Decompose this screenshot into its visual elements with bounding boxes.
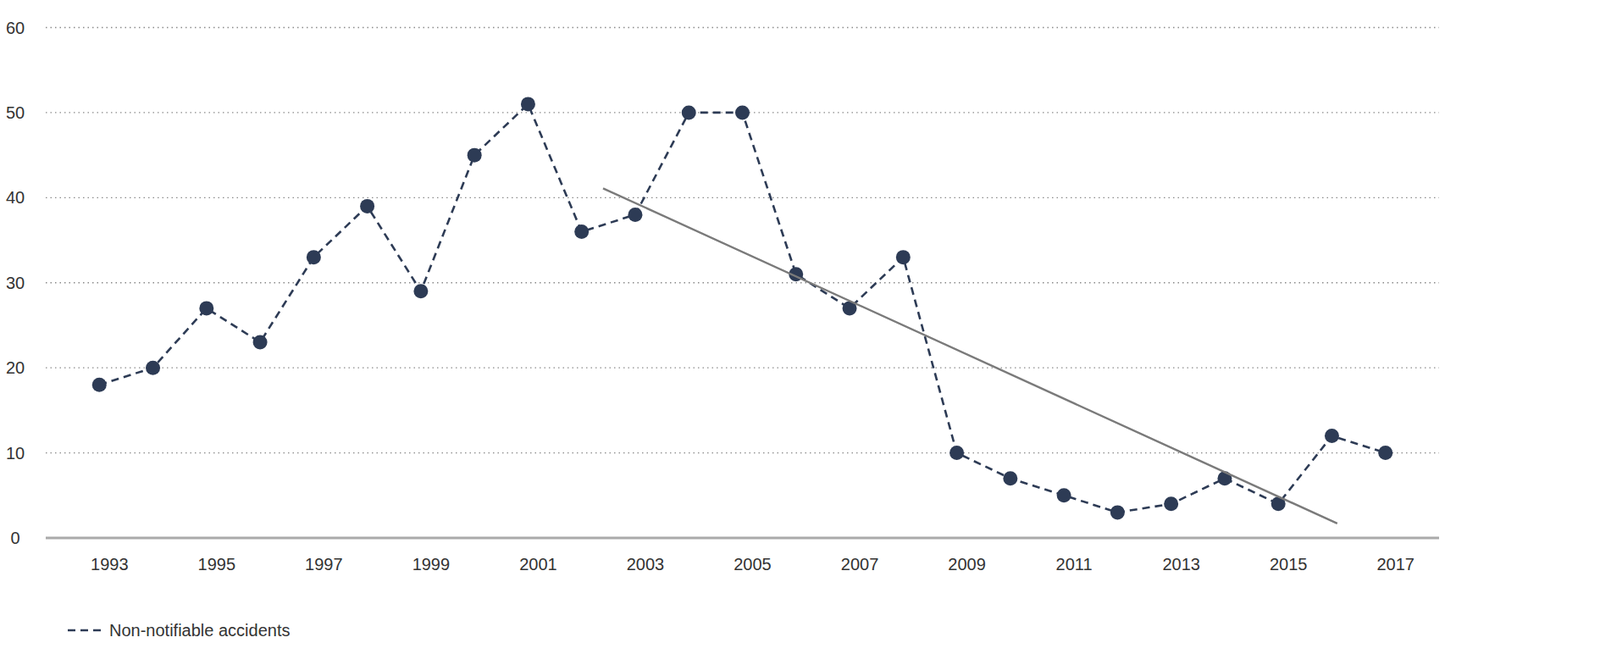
point-marker [413, 283, 428, 299]
point-marker [627, 207, 643, 222]
point-marker [359, 199, 375, 214]
legend-swatch [67, 629, 102, 632]
point-marker [520, 96, 536, 111]
y-tick-label: 10 [5, 443, 25, 463]
point-marker [1057, 487, 1072, 503]
legend-label: Non-notifiable accidents [109, 620, 290, 640]
point-marker [199, 300, 214, 316]
x-tick-label: 2015 [1269, 554, 1308, 574]
y-tick-label: 50 [5, 103, 25, 122]
x-tick-label: 2009 [947, 554, 986, 574]
point-marker [306, 249, 322, 265]
point-marker [574, 224, 589, 239]
point-marker [1002, 470, 1018, 486]
grid-line [45, 367, 1440, 369]
point-marker [681, 105, 697, 120]
x-tick-label: 1993 [90, 554, 129, 574]
y-tick-label: 0 [10, 528, 20, 548]
plot-area [92, 96, 1393, 524]
y-tick-label: 20 [5, 358, 25, 377]
point-marker [896, 249, 911, 265]
point-marker [145, 360, 161, 376]
series-line [603, 188, 1338, 524]
x-tick-label: 2013 [1162, 554, 1201, 574]
x-tick-label: 2007 [841, 554, 880, 574]
x-tick-label: 2011 [1056, 554, 1093, 574]
y-tick-label: 40 [5, 188, 25, 207]
series-line [99, 104, 1385, 513]
x-tick-label: 2005 [733, 554, 772, 574]
grid-line [45, 197, 1440, 199]
point-marker [735, 105, 750, 120]
point-marker [1110, 504, 1125, 520]
grid-line [45, 282, 1440, 283]
chart: 0 10 20 30 40 50 60 1993 1995 1997 1999 2001 2003 200… [0, 0, 1600, 654]
y-tick-label: 30 [5, 273, 25, 293]
x-tick-label: 1997 [304, 554, 344, 574]
x-tick-label: 2017 [1376, 554, 1415, 574]
point-marker [92, 377, 107, 393]
point-marker [467, 148, 482, 163]
point-marker [949, 445, 964, 460]
x-tick-label: 2001 [519, 554, 558, 574]
x-axis-line [45, 537, 1440, 540]
point-marker [1378, 445, 1393, 460]
x-tick-label: 1995 [198, 554, 237, 574]
y-tick-label: 60 [5, 18, 25, 38]
x-tick-label: 1999 [412, 554, 451, 574]
x-tick-label: 2003 [626, 554, 665, 574]
grid-line [45, 452, 1440, 454]
grid-line [45, 27, 1440, 28]
point-marker [1324, 428, 1340, 443]
point-marker [253, 335, 268, 350]
point-marker [1163, 496, 1179, 511]
